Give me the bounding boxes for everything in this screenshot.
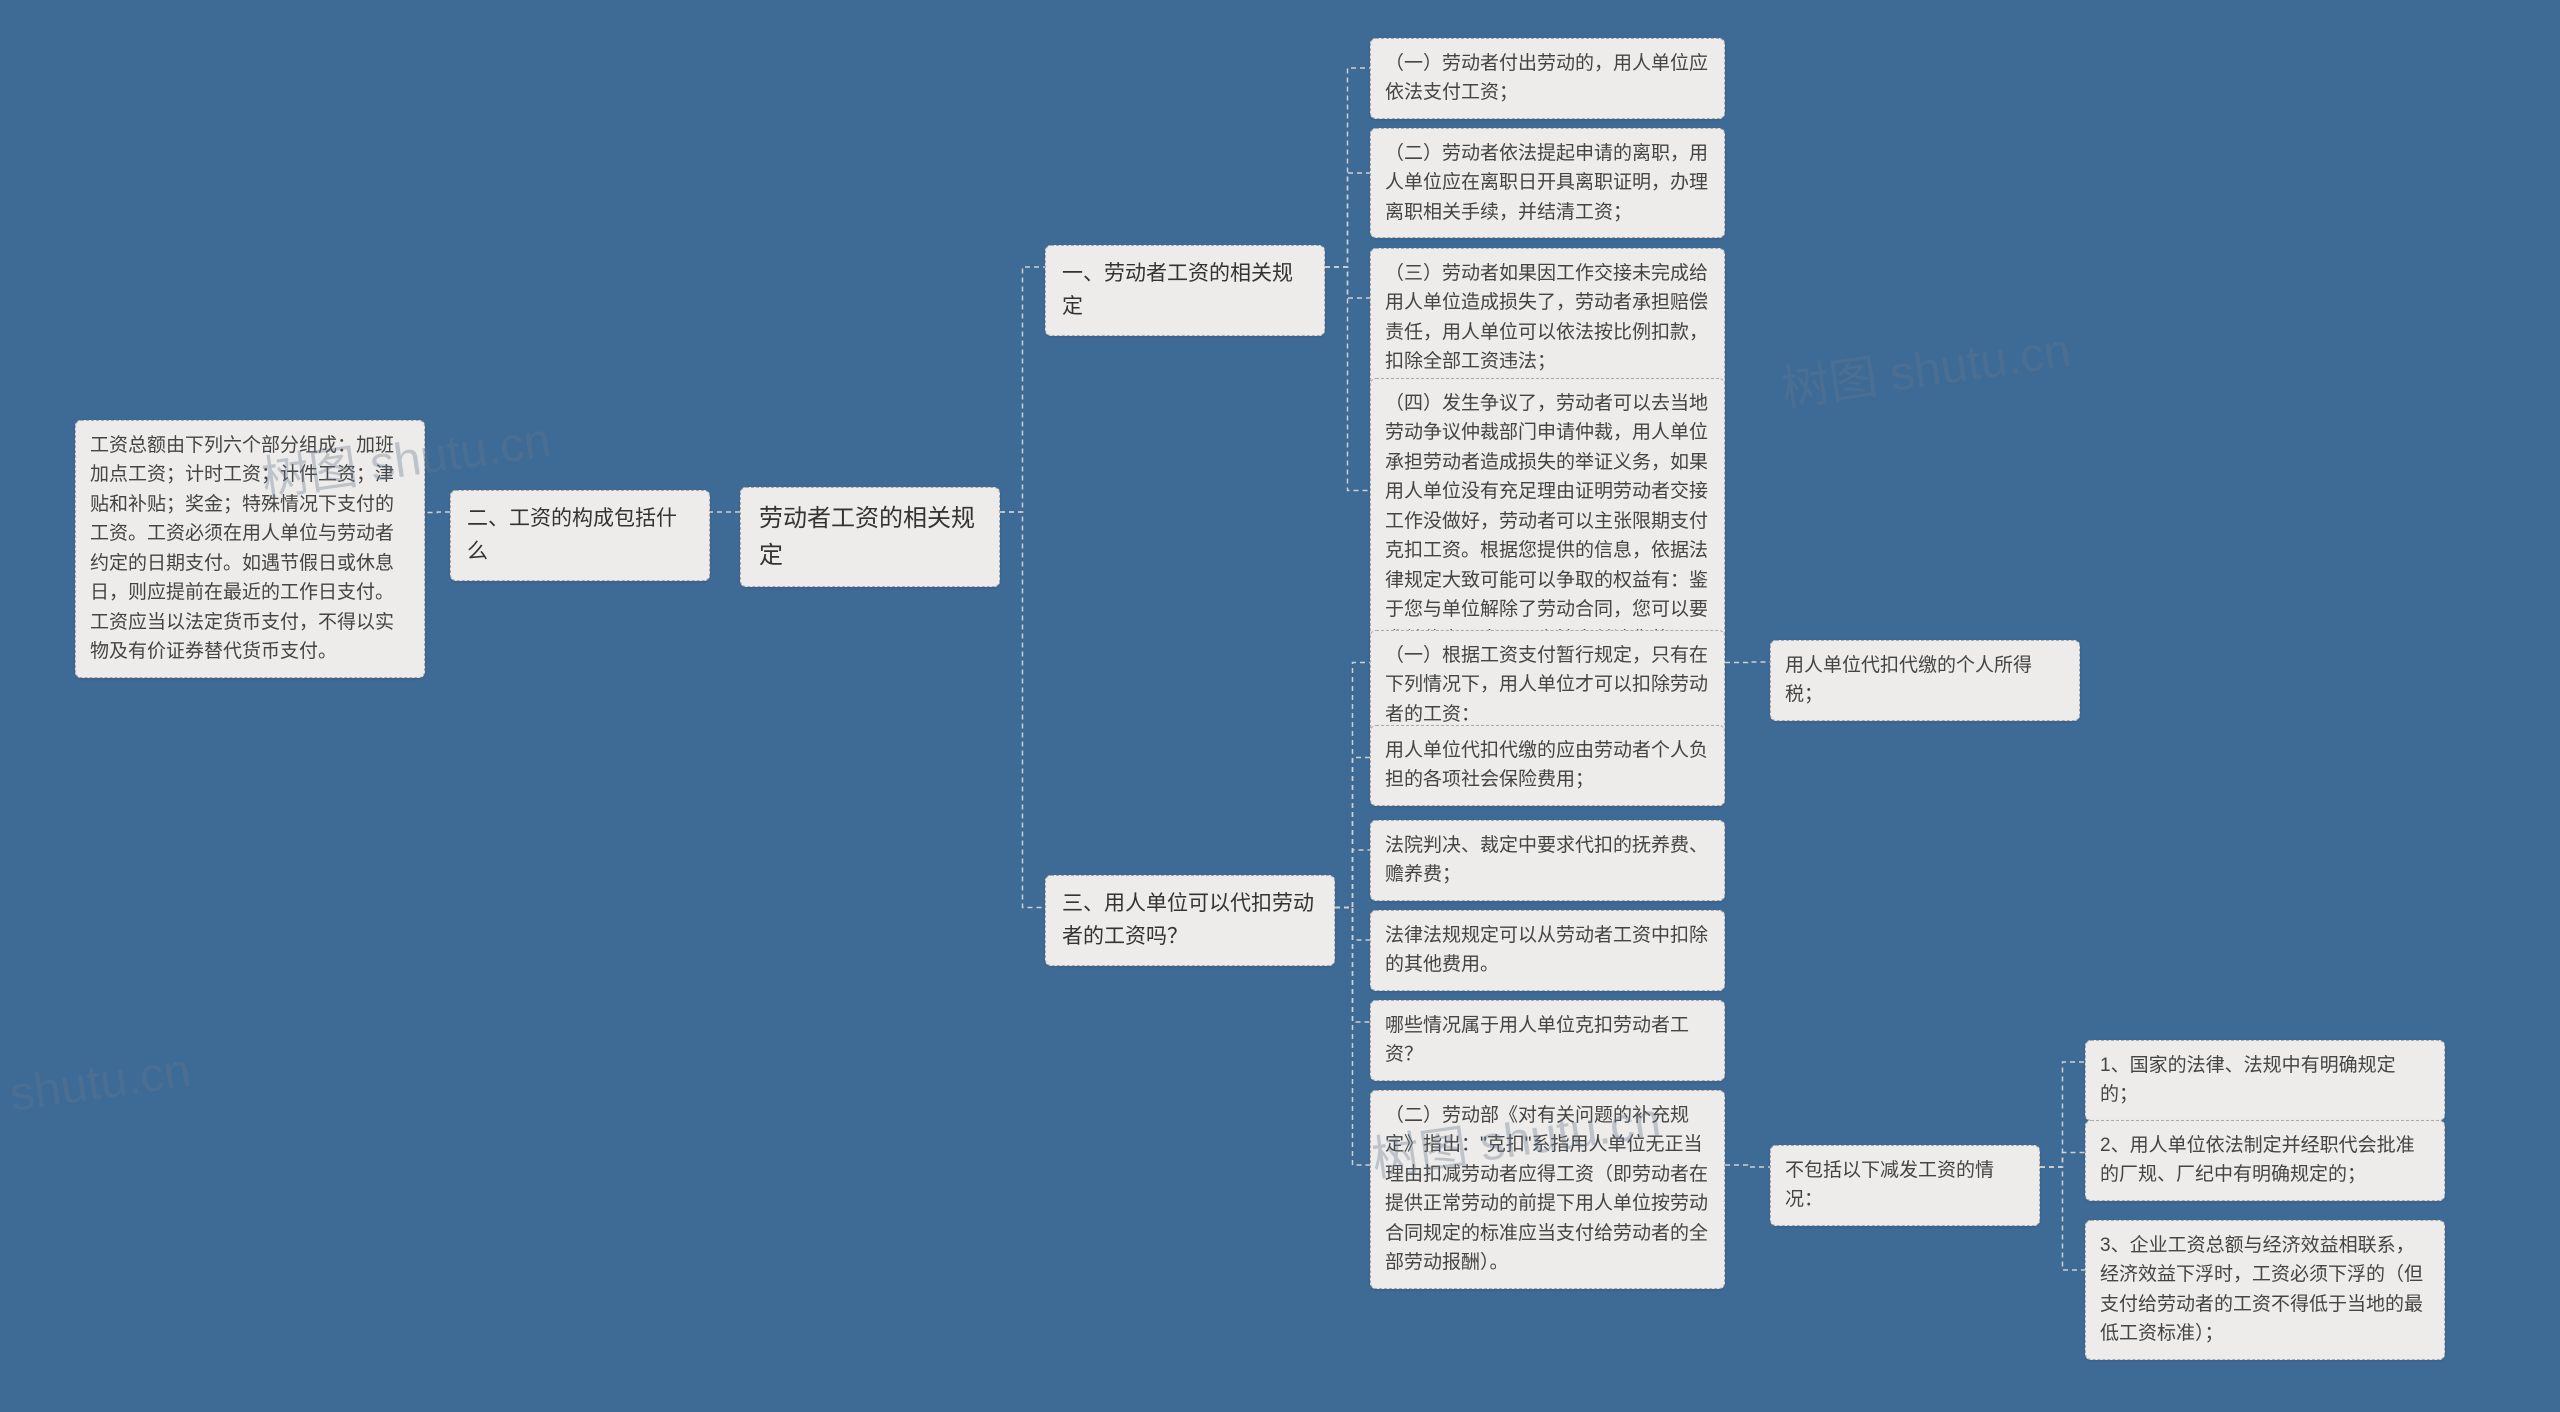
leaf-node[interactable]: 3、企业工资总额与经济效益相联系，经济效益下浮时，工资必须下浮的（但支付给劳动者… <box>2085 1220 2445 1360</box>
leaf-node[interactable]: 1、国家的法律、法规中有明确规定的； <box>2085 1040 2445 1121</box>
leaf-node[interactable]: （二）劳动部《对有关问题的补充规定》指出："克扣"系指用人单位无正当理由扣减劳动… <box>1370 1090 1725 1289</box>
leaf-node[interactable]: （一）劳动者付出劳动的，用人单位应依法支付工资； <box>1370 38 1725 119</box>
leaf-node[interactable]: 用人单位代扣代缴的应由劳动者个人负担的各项社会保险费用； <box>1370 725 1725 806</box>
leaf-node[interactable]: 法院判决、裁定中要求代扣的抚养费、赡养费； <box>1370 820 1725 901</box>
leaf-node[interactable]: （一）根据工资支付暂行规定，只有在下列情况下，用人单位才可以扣除劳动者的工资： <box>1370 630 1725 740</box>
leaf-node[interactable]: 不包括以下减发工资的情况： <box>1770 1145 2040 1226</box>
leaf-node[interactable]: （三）劳动者如果因工作交接未完成给用人单位造成损失了，劳动者承担赔偿责任，用人单… <box>1370 248 1725 388</box>
leaf-node[interactable]: 哪些情况属于用人单位克扣劳动者工资？ <box>1370 1000 1725 1081</box>
leaf-node[interactable]: 法律法规规定可以从劳动者工资中扣除的其他费用。 <box>1370 910 1725 991</box>
branch-node-1[interactable]: 一、劳动者工资的相关规定 <box>1045 245 1325 336</box>
leaf-node[interactable]: （二）劳动者依法提起申请的离职，用人单位应在离职日开具离职证明，办理离职相关手续… <box>1370 128 1725 238</box>
mindmap-root[interactable]: 劳动者工资的相关规定 <box>740 487 1000 587</box>
leaf-node[interactable]: 用人单位代扣代缴的个人所得税； <box>1770 640 2080 721</box>
leaf-node[interactable]: 2、用人单位依法制定并经职代会批准的厂规、厂纪中有明确规定的； <box>2085 1120 2445 1201</box>
branch-node-2[interactable]: 二、工资的构成包括什么 <box>450 490 710 581</box>
branch-node-3[interactable]: 三、用人单位可以代扣劳动者的工资吗？ <box>1045 875 1335 966</box>
leaf-node[interactable]: 工资总额由下列六个部分组成：加班加点工资；计时工资；计件工资；津贴和补贴；奖金；… <box>75 420 425 678</box>
